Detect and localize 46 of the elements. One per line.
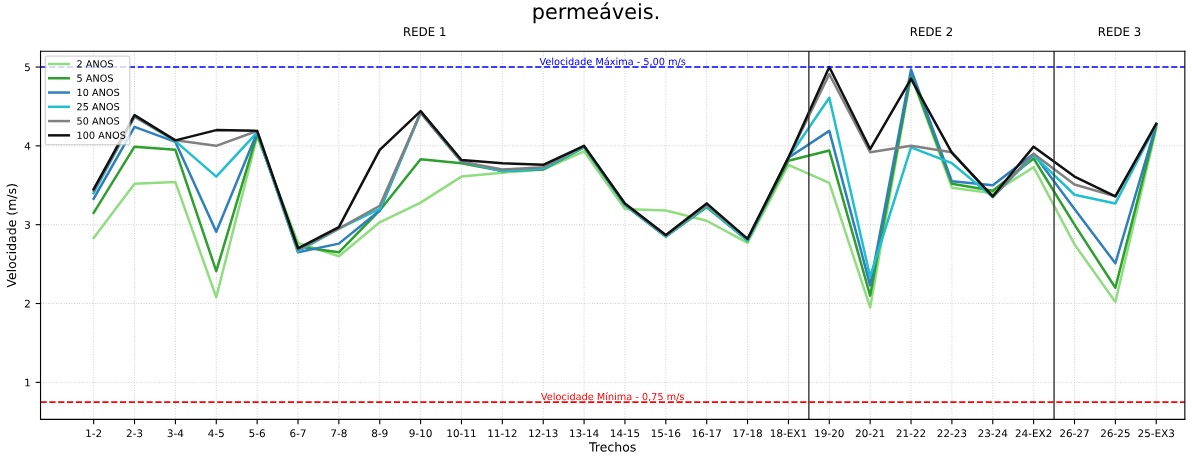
- x-tick-label: 12-13: [529, 429, 558, 438]
- y-tick-label: 4: [24, 142, 31, 150]
- x-tick-label: 5-6: [249, 429, 265, 438]
- x-tick-label: 20-21: [855, 429, 885, 438]
- legend-label: 10 ANOS: [77, 88, 120, 97]
- x-tick-label: 18-EX1: [770, 429, 807, 438]
- x-tick-label: 2-3: [126, 429, 143, 438]
- x-tick-label: 24-EX2: [1015, 429, 1052, 438]
- x-tick-label: 6-7: [290, 429, 306, 438]
- text: REDE 2: [910, 27, 953, 36]
- y-axis-title: Velocidade (m/s): [6, 184, 18, 288]
- x-tick-label: 19-20: [815, 429, 844, 438]
- x-tick-label: 11-12: [488, 429, 517, 438]
- x-tick-label: 1-2: [86, 429, 102, 438]
- y-tick-label: 1: [25, 378, 30, 387]
- x-tick-label: 4-5: [208, 429, 224, 438]
- x-tick-label: 25-EX3: [1138, 429, 1175, 438]
- x-axis-title: Trechos: [589, 441, 636, 452]
- x-tick-label: 17-18: [733, 429, 762, 438]
- x-tick-label: 3-4: [167, 429, 184, 438]
- x-tick-label: 23-24: [978, 429, 1008, 438]
- chart-title: permeáveis.: [533, 2, 659, 24]
- legend-label: 25 ANOS: [77, 102, 120, 111]
- x-tick-label: 8-9: [371, 429, 388, 438]
- ref-line-label: Velocidade Mínima - 0,75 m/s: [540, 392, 684, 402]
- x-tick-label: 26-27: [1060, 429, 1089, 438]
- x-tick-label: 16-17: [692, 429, 721, 438]
- legend-label: 50 ANOS: [77, 117, 120, 125]
- ref-line-label: Velocidade Máxima - 5,00 m/s: [539, 57, 686, 67]
- legend-label: 100 ANOS: [77, 131, 126, 139]
- x-tick-label: 15-16: [651, 429, 681, 438]
- x-tick-label: 26-25: [1101, 429, 1130, 438]
- y-tick-label: 2: [24, 299, 30, 308]
- text: REDE 3: [1098, 27, 1141, 37]
- x-tick-label: 9-10: [409, 429, 432, 438]
- x-tick-label: 21-22: [896, 429, 926, 438]
- legend-label: 5 ANOS: [77, 74, 113, 82]
- x-tick-label: 7-8: [331, 429, 347, 438]
- x-tick-label: 13-14: [570, 429, 599, 438]
- x-tick-label: 14-15: [610, 429, 640, 438]
- x-tick-label: 22-23: [937, 429, 967, 438]
- legend-label: 2 ANOS: [77, 60, 113, 68]
- x-tick-label: 10-11: [447, 429, 476, 438]
- y-tick-label: 3: [24, 220, 30, 229]
- y-tick-label: 5: [24, 63, 30, 72]
- text: REDE 1: [404, 27, 446, 36]
